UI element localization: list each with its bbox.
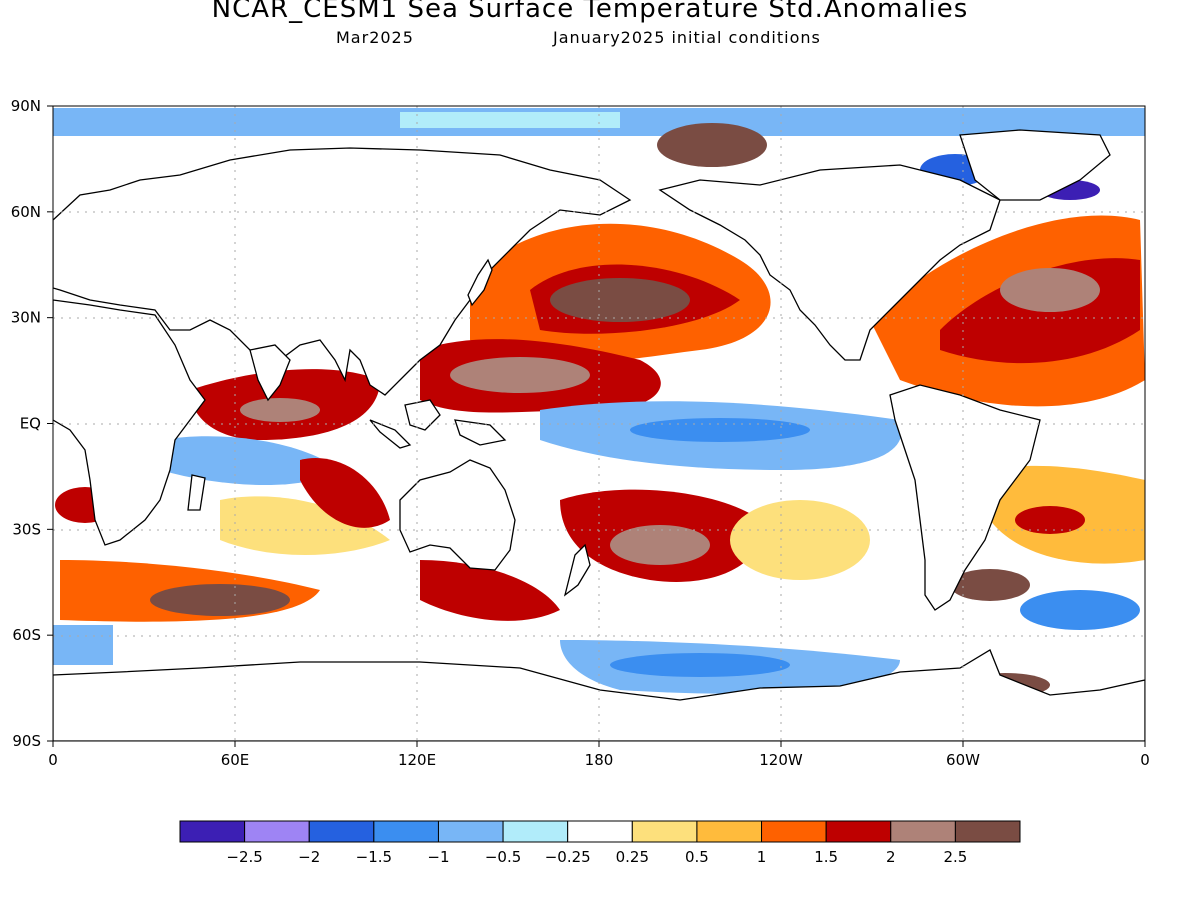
lon-label: 0 [1140, 751, 1150, 769]
colorbar-tick-label: 0.5 [685, 848, 709, 866]
colorbar-tick-label: −0.5 [485, 848, 521, 866]
new-guinea-land [454, 419, 507, 446]
lon-label: 180 [585, 751, 614, 769]
colorbar-tick-label: 1.5 [814, 848, 838, 866]
equatorial-pacific-cold-core [630, 418, 810, 442]
colorbar-swatch [761, 820, 827, 843]
colorbar-tick-label: −2.5 [226, 848, 262, 866]
north-indian-extreme [240, 398, 320, 422]
colorbar-swatch [373, 820, 439, 843]
colorbar-tick-label: −0.25 [545, 848, 591, 866]
lat-label: 30N [11, 309, 41, 327]
colorbar-swatch [244, 820, 310, 843]
initial-conditions: January2025 initial conditions [553, 28, 821, 47]
latitude-labels: 90N 60N 30N EQ 30S 60S 90S [11, 97, 53, 750]
lon-label: 60E [221, 751, 250, 769]
lat-label: 30S [12, 520, 41, 538]
lon-label: 120W [759, 751, 803, 769]
colorbar-swatch [890, 820, 956, 843]
india-land [249, 344, 291, 402]
lon-label: 120E [398, 751, 436, 769]
borneo-land [404, 399, 441, 431]
australia-land [399, 459, 516, 571]
colorbar-tick-label: 1 [757, 848, 767, 866]
lat-label: EQ [20, 415, 41, 433]
southern-ocean-extreme [150, 584, 290, 616]
colorbar-tick-label: 2 [886, 848, 896, 866]
greenland-land [959, 129, 1111, 201]
antarctica-land [53, 649, 1145, 741]
continents [53, 129, 1145, 741]
colorbar-swatch [308, 820, 375, 843]
south-atlantic-hot [1015, 506, 1085, 534]
new-zealand-land [563, 543, 591, 597]
colorbar-swatch [954, 820, 1021, 843]
lat-label: 60N [11, 203, 41, 221]
north-atlantic-extreme [1000, 268, 1100, 312]
colorbar-tick-label: −1 [427, 848, 449, 866]
map-panel [53, 106, 1145, 741]
tasman-warm [420, 560, 560, 621]
eurasia-land [53, 147, 632, 396]
colorbar-swatch [437, 820, 504, 843]
colorbar-swatch [825, 820, 892, 843]
southern-pacific-cold-core [610, 653, 790, 677]
colorbar-swatch [696, 820, 763, 843]
lat-label: 90S [12, 732, 41, 750]
south-america-land [889, 384, 1041, 611]
south-pacific-mild [730, 500, 870, 580]
lon-label: 60W [946, 751, 980, 769]
colorbar [179, 820, 1021, 843]
forecast-month: Mar2025 [336, 28, 414, 47]
arctic-light-band [400, 112, 620, 128]
south-pacific-extreme [610, 525, 710, 565]
longitude-labels: 0 60E 120E 180 120W 60W 0 [48, 741, 1150, 769]
southeast-indian-warm [300, 458, 390, 528]
sumatra-land [369, 419, 412, 449]
chukchi-warm-patch [657, 123, 767, 167]
colorbar-swatch [631, 820, 698, 843]
lat-label: 90N [11, 97, 41, 115]
colorbar-tick-label: 2.5 [943, 848, 967, 866]
colorbar-swatch [179, 820, 246, 843]
japan-land [467, 258, 493, 307]
map-title: NCAR_CESM1 Sea Surface Temperature Std.A… [211, 0, 969, 24]
colorbar-tick-label: 0.25 [616, 848, 649, 866]
colorbar-tick-labels: −2.5 −2 −1.5 −1 −0.5 −0.25 0.25 0.5 1 1.5 2 2.5 [226, 848, 967, 866]
colorbar-swatch [567, 820, 633, 843]
south-indian-mild [220, 496, 390, 555]
colorbar-tick-label: −2 [298, 848, 320, 866]
equatorial-indian-cool [160, 436, 340, 485]
lat-label: 60S [12, 626, 41, 644]
north-america-land [658, 164, 1001, 361]
lon-label: 0 [48, 751, 58, 769]
africa-land [53, 299, 206, 546]
west-pacific-extreme [450, 357, 590, 393]
north-pacific-extreme [550, 278, 690, 322]
patagonia-shelf-warm [950, 569, 1030, 601]
madagascar-land [187, 474, 206, 511]
grid-lines [53, 106, 1145, 741]
colorbar-tick-label: −1.5 [356, 848, 392, 866]
southern-indian-cool [53, 625, 113, 665]
colorbar-swatch [502, 820, 569, 843]
south-atlantic-cool [1020, 590, 1140, 630]
